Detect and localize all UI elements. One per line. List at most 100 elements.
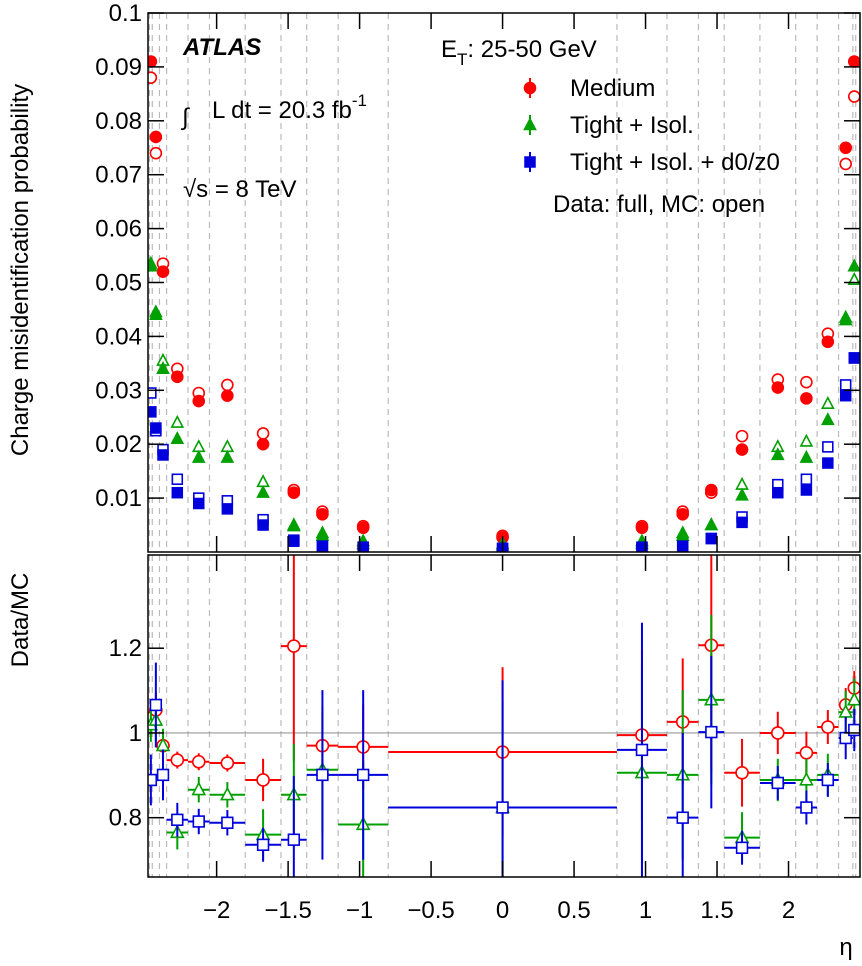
y-tick-label: 0.07	[95, 162, 142, 189]
x-tick-label: 0.5	[557, 897, 590, 924]
x-axis-title: η	[839, 934, 852, 961]
ratio-point	[496, 801, 509, 814]
mc-point	[800, 473, 813, 485]
mc-point	[256, 427, 270, 440]
data-point	[735, 487, 749, 501]
ratio-point	[220, 756, 235, 770]
ratio-point	[848, 723, 860, 737]
x-tick-label: −0.5	[407, 897, 454, 924]
ratio-point	[735, 765, 749, 780]
ratio-point	[191, 754, 206, 769]
data-point	[635, 521, 649, 535]
ratio-point	[191, 781, 207, 796]
mc-point	[735, 429, 749, 443]
data-point	[156, 360, 170, 374]
y-tick-label: 0.03	[95, 377, 142, 404]
data-point	[316, 540, 329, 552]
ratio-point	[221, 816, 234, 829]
legend-label: Tight + Isol.	[570, 112, 694, 139]
data-point	[676, 507, 690, 521]
data-point	[221, 389, 234, 402]
data-point	[148, 55, 158, 68]
data-point	[221, 503, 234, 515]
ratio-point	[220, 786, 235, 801]
data-point	[149, 130, 163, 144]
ratio-point	[705, 725, 718, 739]
legend-marker	[523, 117, 537, 131]
data-point	[821, 335, 835, 349]
mc-point	[847, 90, 860, 103]
legend-title-rest: : 25-50 GeV	[467, 36, 596, 63]
y-tick-label: 0.02	[95, 431, 142, 458]
legend-title: ET: 25-50 GeV	[441, 36, 597, 69]
y-tick-label: 0.08	[95, 108, 142, 135]
mc-point	[170, 414, 185, 428]
x-tick-label: 1	[639, 897, 652, 924]
data-point	[799, 449, 814, 463]
data-point	[800, 484, 813, 496]
mc-point	[800, 375, 813, 389]
ratio-plot-area	[148, 555, 860, 877]
y-axis-title: Charge misidentification probability	[7, 84, 34, 456]
data-point	[822, 457, 834, 469]
mc-point	[839, 379, 852, 391]
data-point	[257, 519, 269, 531]
ratio-point	[846, 691, 860, 706]
ratio-point	[156, 768, 170, 782]
data-point	[736, 516, 748, 529]
y-tick-label: 1	[129, 720, 142, 747]
lumi-sup: -1	[352, 91, 367, 110]
data-point	[675, 528, 690, 542]
data-point	[705, 483, 718, 497]
legend-marker	[524, 156, 536, 168]
ratio-point	[287, 833, 301, 846]
x-tick-label: 0	[496, 897, 509, 924]
data-point	[735, 443, 749, 456]
legend-label: Medium	[570, 75, 655, 102]
mc-point	[839, 157, 853, 171]
data-point	[848, 352, 860, 364]
data-point	[636, 541, 648, 552]
data-point	[148, 406, 157, 418]
data-point	[839, 389, 852, 402]
ratio-point	[356, 768, 370, 782]
data-point	[704, 517, 719, 531]
data-point	[256, 484, 270, 498]
data-point	[192, 394, 206, 408]
top-plot-area	[148, 55, 860, 552]
ratio-point	[770, 726, 785, 740]
data-point	[156, 265, 170, 279]
ratio-point	[735, 841, 749, 854]
ratio-point	[800, 801, 813, 814]
data-point	[287, 486, 301, 500]
y-tick-label: 0.04	[95, 323, 142, 350]
data-point	[839, 141, 853, 155]
bottom-frame	[147, 554, 861, 878]
ratio-point	[192, 815, 205, 828]
mc-point	[149, 146, 163, 160]
data-point	[770, 447, 785, 461]
ratio-point	[676, 811, 689, 824]
mc-point	[221, 378, 234, 392]
energy-label: √s = 8 TeV	[183, 176, 296, 203]
data-point	[838, 312, 853, 326]
data-point	[847, 258, 860, 272]
y-tick-label: 1.2	[109, 635, 142, 662]
x-tick-label: 2	[782, 897, 795, 924]
x-tick-label: −1.5	[264, 897, 311, 924]
x-tick-label: −1	[346, 897, 373, 924]
ratio-point	[256, 838, 270, 852]
ratio-point	[771, 776, 784, 790]
mc-point	[191, 439, 206, 453]
legend-title-main: E	[441, 36, 457, 63]
ratio-point	[821, 773, 835, 787]
data-point	[357, 541, 369, 552]
mc-point	[821, 396, 835, 409]
data-point	[193, 497, 205, 510]
data-point	[288, 535, 300, 547]
data-point	[356, 521, 370, 535]
ratio-point	[148, 773, 158, 787]
mc-point	[171, 473, 184, 485]
lumi-label: L dt = 20.3 fb-1	[212, 91, 367, 124]
ratio-point	[799, 771, 814, 786]
